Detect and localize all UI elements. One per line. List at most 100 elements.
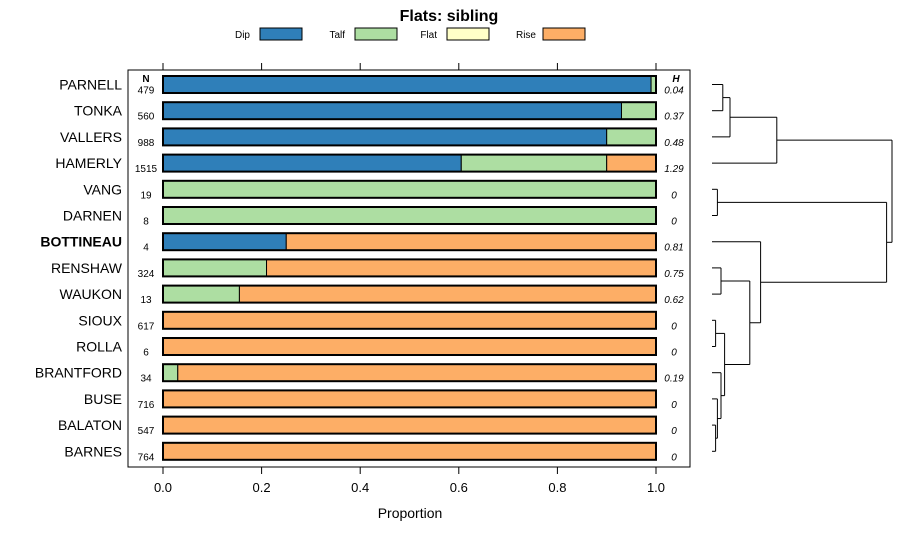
bar-outline-balaton [162, 415, 657, 435]
row-label-buse: BUSE [84, 391, 122, 407]
h-value-parnell: 0.04 [664, 86, 684, 97]
row-label-tonka: TONKA [74, 103, 123, 119]
bar-segment-renshaw-talf [162, 258, 268, 277]
bar-segment-balaton-rise [162, 416, 657, 435]
bar-segment-bottineau-dip [162, 232, 287, 251]
legend-label-talf: Talf [329, 30, 345, 41]
bar-segment-vallers-talf [606, 127, 657, 146]
row-label-hamerly: HAMERLY [55, 155, 122, 171]
h-value-brantford: 0.19 [664, 374, 684, 385]
bar-segment-barnes-rise [162, 442, 657, 461]
h-value-sioux: 0 [671, 321, 677, 332]
bar-segment-tonka-talf [620, 101, 657, 120]
n-value-waukon: 13 [140, 295, 152, 306]
legend-swatch-talf [354, 27, 398, 41]
bar-outline-sioux [162, 310, 657, 330]
bar-outline-parnell [162, 75, 657, 94]
n-value-barnes: 764 [138, 452, 155, 463]
h-value-bottineau: 0.81 [664, 243, 683, 254]
x-axis: 0.0 0.2 0.4 0.6 0.8 1.0 [154, 63, 665, 495]
bar-outline-barnes [162, 441, 657, 461]
bar-outline-hamerly [162, 153, 657, 173]
bar-outline-tonka [162, 101, 657, 121]
n-value-renshaw: 324 [138, 269, 155, 280]
bar-segment-hamerly-dip [162, 154, 462, 173]
plot-panel [127, 69, 691, 468]
bar-segment-buse-rise [162, 389, 657, 408]
h-value-rolla: 0 [671, 348, 677, 359]
bar-segment-tonka-dip [162, 101, 622, 120]
bar-segment-waukon-rise [238, 285, 657, 304]
legend-label-flat: Flat [420, 30, 437, 41]
h-value-vallers: 0.48 [664, 138, 684, 149]
bar-segment-parnell-dip [162, 75, 652, 94]
row-label-vallers: VALLERS [60, 129, 122, 145]
row-label-balaton: BALATON [58, 417, 122, 433]
legend-swatch-flat [446, 27, 490, 41]
row-label-parnell: PARNELL [59, 77, 122, 93]
bar-segment-renshaw-rise [266, 258, 657, 277]
dendrogram [712, 84, 893, 452]
h-header: H [672, 74, 680, 85]
n-value-buse: 716 [138, 400, 155, 411]
h-value-tonka: 0.37 [664, 112, 684, 123]
legend-label-rise: Rise [516, 30, 536, 41]
n-value-sioux: 617 [138, 321, 155, 332]
legend-label-dip: Dip [235, 30, 250, 41]
bar-segment-brantford-rise [177, 363, 657, 382]
h-value-vang: 0 [671, 190, 677, 201]
n-value-vallers: 988 [138, 138, 155, 149]
bar-outline-buse [162, 389, 657, 409]
n-header: N [142, 74, 149, 85]
n-value-parnell: 479 [138, 86, 155, 97]
h-value-balaton: 0 [671, 426, 677, 437]
n-value-rolla: 6 [143, 348, 149, 359]
bar-outline-bottineau [162, 232, 657, 252]
bar-segment-vallers-dip [162, 127, 608, 146]
x-tick-label-5: 1.0 [647, 480, 665, 495]
bar-segment-waukon-talf [162, 285, 240, 304]
n-value-darnen: 8 [143, 217, 149, 228]
legend: Dip Talf Flat Rise [235, 27, 586, 41]
n-value-tonka: 560 [138, 112, 155, 123]
bars [162, 75, 657, 461]
x-tick-label-4: 0.8 [548, 480, 566, 495]
row-label-waukon: WAUKON [60, 286, 122, 302]
chart-title: Flats: sibling [400, 8, 499, 25]
row-label-vang: VANG [83, 181, 122, 197]
bar-segment-hamerly-talf [460, 154, 608, 173]
bar-outline-brantford [162, 363, 657, 383]
h-value-darnen: 0 [671, 217, 677, 228]
n-value-brantford: 34 [140, 374, 152, 385]
bar-segment-brantford-talf [162, 363, 179, 382]
bar-segment-rolla-rise [162, 337, 657, 356]
h-values: 0.04 0.37 0.48 1.29 0 0 0.81 0.75 0.62 0 0 0.19 0 0 0 [664, 86, 684, 464]
bar-segment-darnen-talf [162, 206, 657, 225]
row-label-bottineau: BOTTINEAU [40, 234, 122, 250]
n-value-balaton: 547 [138, 426, 155, 437]
h-value-waukon: 0.62 [664, 295, 684, 306]
h-value-barnes: 0 [671, 452, 677, 463]
bar-outline-waukon [162, 284, 657, 304]
legend-swatch-rise [542, 27, 586, 41]
row-labels: PARNELL TONKA VALLERS HAMERLY VANG DARNEN BOTT… [35, 77, 123, 460]
bar-segment-bottineau-rise [285, 232, 657, 251]
bar-outline-vallers [162, 127, 657, 147]
n-values: 479 560 988 1515 19 8 4 324 13 617 6 34 716 547 764 [135, 86, 158, 464]
n-value-vang: 19 [140, 190, 152, 201]
bar-segment-vang-talf [162, 180, 657, 199]
bar-segment-sioux-rise [162, 311, 657, 330]
x-tick-label-2: 0.4 [351, 480, 369, 495]
row-label-renshaw: RENSHAW [51, 260, 123, 276]
x-tick-label-0: 0.0 [154, 480, 172, 495]
row-label-darnen: DARNEN [63, 208, 122, 224]
h-value-renshaw: 0.75 [664, 269, 684, 280]
bar-outline-vang [162, 179, 657, 199]
bar-outline-darnen [162, 206, 657, 225]
n-value-bottineau: 4 [143, 243, 149, 254]
row-label-sioux: SIOUX [78, 312, 122, 328]
row-label-brantford: BRANTFORD [35, 365, 122, 381]
h-value-hamerly: 1.29 [664, 164, 684, 175]
row-label-rolla: ROLLA [76, 339, 123, 355]
